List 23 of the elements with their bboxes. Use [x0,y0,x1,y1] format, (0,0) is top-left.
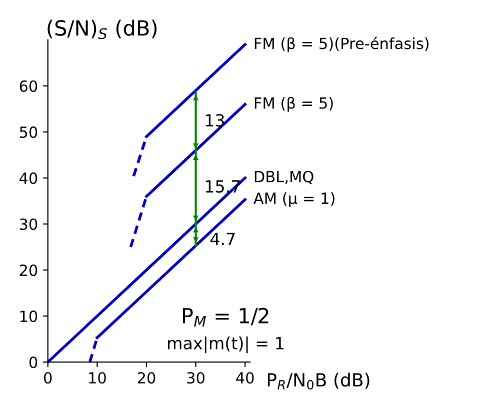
y-tick-label: 50 [20,126,38,138]
series-label: FM (β = 5) [254,96,333,112]
x-tick-label: 10 [89,372,106,384]
y-axis-title: (S/N)$_{S}$ (dB) [48,20,157,40]
series-label: FM (β = 5)(Pre-énfasis) [254,36,429,52]
annotation: 13 [206,114,224,127]
x-tick-label: 30 [187,372,204,384]
y-tick-label: 60 [20,80,38,92]
x-tick-label: 20 [138,372,156,384]
annotation: max|m(t)| = 1 [168,336,284,354]
annotation: P$_{M}$ = 1/2 [182,308,268,327]
x-tick-label: 40 [236,372,254,384]
y-tick-label: 10 [20,310,38,322]
annotation: 4.7 [210,232,235,245]
series-label: AM (μ = 1) [254,192,334,207]
x-axis-title: P$_{R}$/N$_{0}$B (dB) [268,372,370,390]
y-tick-label: 20 [20,264,38,276]
y-tick-label: 0 [29,356,38,368]
x-tick-label: 0 [44,372,52,384]
series-label: DBL,MQ [254,170,314,184]
y-tick-label: 40 [19,172,38,184]
line-series [194,90,197,247]
y-tick-label: 30 [20,218,38,230]
